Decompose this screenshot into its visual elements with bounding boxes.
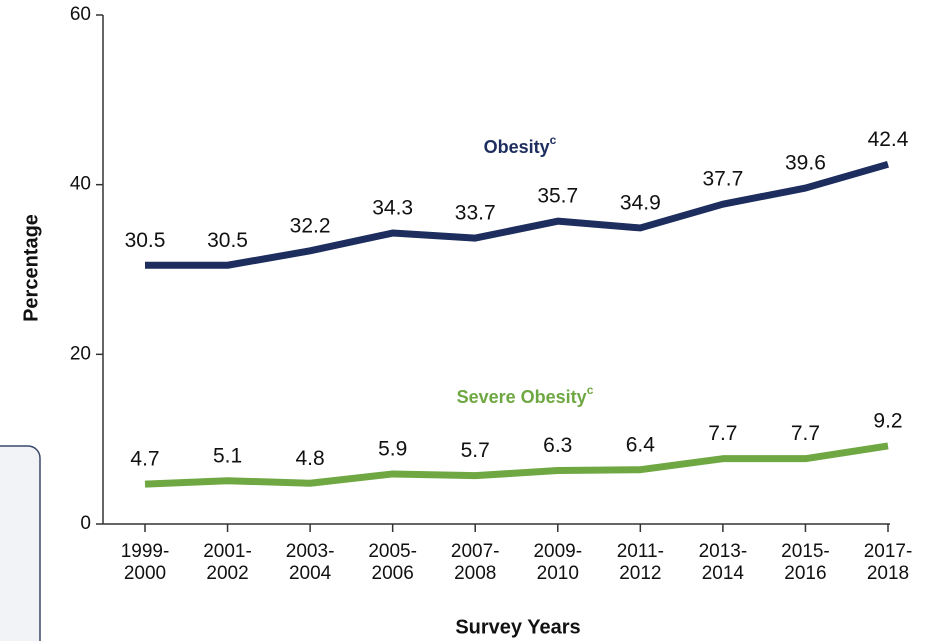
data-label: 5.7 bbox=[461, 439, 490, 462]
data-label: 37.7 bbox=[702, 168, 743, 191]
data-label: 6.4 bbox=[626, 433, 656, 456]
data-label: 7.7 bbox=[708, 422, 737, 445]
y-tick-label: 60 bbox=[70, 4, 91, 25]
x-tick-label: 2009-2010 bbox=[533, 541, 583, 584]
y-tick-label: 40 bbox=[70, 174, 91, 195]
data-label: 34.3 bbox=[372, 197, 413, 220]
x-tick-label: 2007-2008 bbox=[450, 541, 500, 584]
data-label: 9.2 bbox=[873, 410, 902, 433]
series-label: Obesityc bbox=[484, 133, 557, 157]
x-tick-label: 2001-2002 bbox=[203, 541, 252, 584]
data-label: 5.1 bbox=[213, 444, 242, 467]
x-tick-label: 2015-2016 bbox=[781, 541, 830, 584]
series-superscript: c bbox=[550, 133, 557, 147]
x-tick-label: 2017-2018 bbox=[863, 541, 913, 584]
series-superscript: c bbox=[587, 383, 594, 397]
y-axis-title: Percentage bbox=[20, 214, 42, 322]
data-label: 32.2 bbox=[290, 214, 331, 237]
x-tick-label: 1999-2000 bbox=[120, 541, 170, 584]
side-panel bbox=[0, 445, 41, 641]
series-line bbox=[144, 442, 889, 488]
x-axis-title: Survey Years bbox=[455, 616, 580, 638]
y-tick-label: 0 bbox=[80, 513, 91, 534]
x-tick-label: 2005-2006 bbox=[368, 541, 417, 584]
x-tick-label: 2011-2012 bbox=[616, 541, 664, 584]
series-name: Obesity bbox=[484, 137, 550, 157]
data-label: 33.7 bbox=[455, 202, 496, 225]
x-tick-label: 2003-2004 bbox=[285, 541, 335, 584]
x-tick-label: 2013-2014 bbox=[698, 541, 748, 584]
data-label: 7.7 bbox=[791, 422, 820, 445]
data-label: 30.5 bbox=[207, 229, 248, 252]
data-label: 4.7 bbox=[130, 448, 159, 471]
data-label: 6.3 bbox=[543, 434, 572, 457]
y-tick-label: 20 bbox=[70, 343, 91, 364]
series-name: Severe Obesity bbox=[457, 387, 587, 407]
data-label: 5.9 bbox=[378, 437, 407, 460]
series-label: Severe Obesityc bbox=[457, 383, 594, 407]
series-line bbox=[145, 160, 889, 269]
data-label: 30.5 bbox=[125, 229, 166, 252]
data-label: 34.9 bbox=[620, 191, 661, 214]
data-label: 42.4 bbox=[868, 128, 909, 151]
data-label: 35.7 bbox=[537, 185, 578, 208]
data-label: 4.8 bbox=[296, 447, 325, 470]
data-label: 39.6 bbox=[785, 152, 826, 175]
